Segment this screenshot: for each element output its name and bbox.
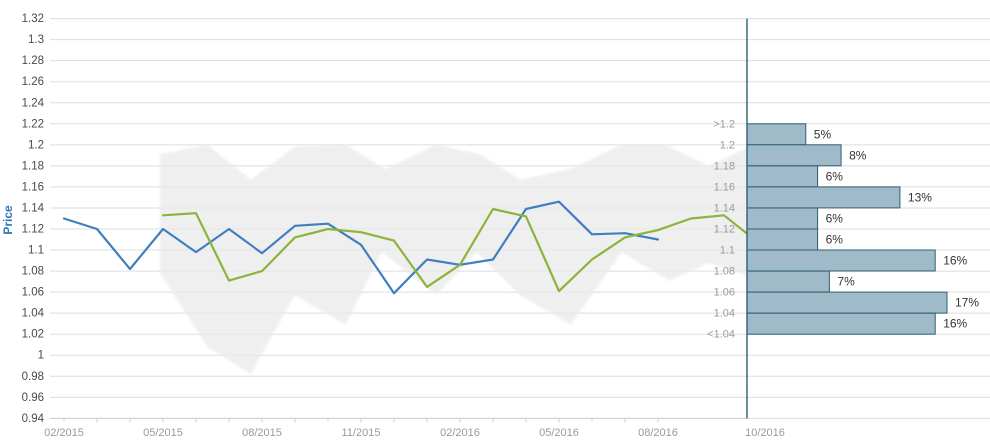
svg-text:1.12: 1.12 [22,224,44,236]
svg-text:5%: 5% [814,127,832,141]
svg-text:1.1: 1.1 [720,245,735,257]
svg-text:1.08: 1.08 [22,266,44,278]
svg-text:1: 1 [38,350,44,362]
svg-text:6%: 6% [826,233,844,247]
svg-text:16%: 16% [943,317,967,331]
svg-text:6%: 6% [826,212,844,226]
svg-text:1.14: 1.14 [714,202,735,214]
svg-text:1.04: 1.04 [22,308,45,320]
svg-text:1.06: 1.06 [22,287,44,299]
svg-text:0.94: 0.94 [22,413,45,425]
svg-text:1.16: 1.16 [714,181,735,193]
svg-text:16%: 16% [943,254,967,268]
svg-text:10/2016: 10/2016 [745,427,785,439]
svg-text:1.32: 1.32 [22,13,44,25]
svg-text:11/2015: 11/2015 [342,427,381,439]
svg-text:Price: Price [1,205,15,235]
svg-text:8%: 8% [849,148,867,162]
svg-text:05/2015: 05/2015 [143,427,183,439]
svg-text:1.02: 1.02 [22,329,44,341]
svg-text:05/2016: 05/2016 [539,427,579,439]
svg-text:1.14: 1.14 [22,202,45,214]
svg-text:0.98: 0.98 [22,371,44,383]
svg-text:6%: 6% [826,169,844,183]
svg-text:1.28: 1.28 [22,55,44,67]
svg-text:13%: 13% [908,190,932,204]
svg-text:1.26: 1.26 [22,76,44,88]
svg-text:1.2: 1.2 [28,139,44,151]
svg-text:1.24: 1.24 [22,97,45,109]
svg-text:1.06: 1.06 [714,287,735,299]
svg-text:<1.04: <1.04 [707,329,735,341]
svg-text:1.3: 1.3 [28,34,44,46]
svg-text:08/2016: 08/2016 [638,427,678,439]
svg-text:1.22: 1.22 [22,118,44,130]
svg-text:>1.2: >1.2 [713,118,735,130]
svg-text:17%: 17% [955,296,979,310]
svg-text:1.18: 1.18 [22,160,44,172]
svg-text:7%: 7% [837,275,855,289]
svg-text:02/2016: 02/2016 [440,427,480,439]
svg-text:1.1: 1.1 [28,245,44,257]
svg-text:1.18: 1.18 [714,160,735,172]
svg-text:1.16: 1.16 [22,181,44,193]
svg-text:08/2015: 08/2015 [242,427,282,439]
svg-text:1.12: 1.12 [714,224,735,236]
svg-text:1.2: 1.2 [720,139,735,151]
svg-text:1.04: 1.04 [714,308,735,320]
svg-text:0.96: 0.96 [22,392,44,404]
svg-text:02/2015: 02/2015 [44,427,84,439]
svg-text:1.08: 1.08 [714,266,735,278]
